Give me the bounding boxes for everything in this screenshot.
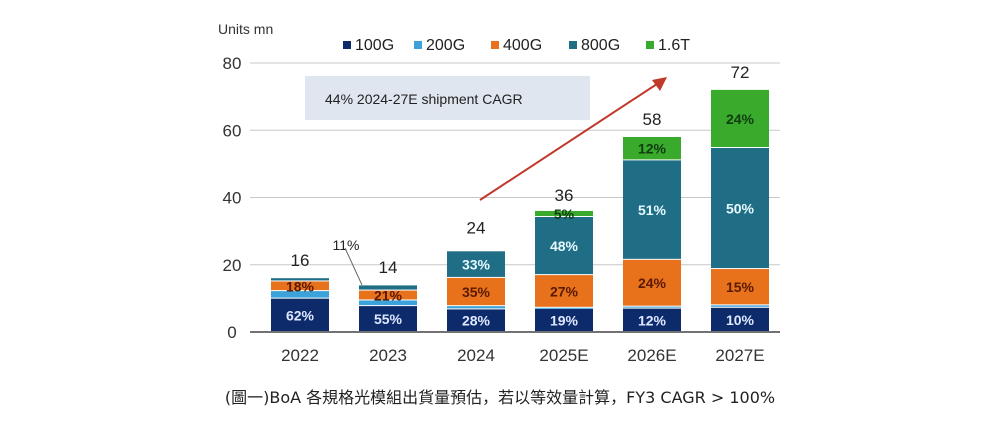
y-tick-label: 60 xyxy=(223,121,242,140)
bar-segment-400G xyxy=(535,275,593,307)
arrow-head-icon xyxy=(652,77,667,91)
segment-label: 62% xyxy=(286,307,315,323)
bar-stack-2024: 28% 35% 33% 24 xyxy=(447,218,505,331)
total-label: 24 xyxy=(467,218,486,237)
x-tick-label: 2024 xyxy=(457,346,495,365)
bar-segment-400G xyxy=(447,277,505,306)
total-label: 16 xyxy=(291,251,310,270)
segment-label: 12% xyxy=(638,312,667,328)
bar-segment-400G xyxy=(271,281,329,291)
x-axis-ticks: 2022 2023 2024 2025E 2026E 2027E xyxy=(281,346,765,365)
x-tick-label: 2027E xyxy=(715,346,764,365)
bar-segment-1.6T xyxy=(623,136,681,160)
bar-stack-2027E: 10% 15% 50% 24% 72 xyxy=(711,63,769,331)
bar-segment-1.6T xyxy=(711,89,769,148)
bar-stack-2026E: 12% 24% 51% 12% 58 xyxy=(623,110,681,331)
bar-segment-100G xyxy=(535,309,593,331)
total-label: 36 xyxy=(555,186,574,205)
x-tick-label: 2022 xyxy=(281,346,319,365)
segment-label: 21% xyxy=(374,288,403,304)
callout-leader-line xyxy=(344,247,363,286)
annotation-box xyxy=(305,76,590,120)
y-tick-label: 80 xyxy=(223,54,242,73)
segment-label: 48% xyxy=(550,238,579,254)
y-axis-label: Units mn xyxy=(218,21,273,37)
bar-segment-800G xyxy=(271,278,329,281)
legend: 100G 200G 400G 800G 1.6T xyxy=(343,37,690,54)
bar-segment-400G xyxy=(359,290,417,300)
y-tick-label: 0 xyxy=(227,323,236,342)
gridlines xyxy=(250,62,780,266)
bar-segment-100G xyxy=(447,309,505,331)
bar-segment-800G xyxy=(535,217,593,275)
annotation-text: 44% 2024-27E shipment CAGR xyxy=(325,91,523,107)
legend-swatch-1.6T xyxy=(646,41,654,49)
bar-segment-200G xyxy=(359,300,417,306)
segment-label: 55% xyxy=(374,311,403,327)
callout-label: 11% xyxy=(333,237,360,253)
y-axis-ticks: 0 20 40 60 80 xyxy=(223,54,242,342)
segment-label: 18% xyxy=(286,278,315,294)
bar-segment-400G xyxy=(711,269,769,305)
legend-label: 100G xyxy=(355,37,394,54)
segment-label: 50% xyxy=(726,201,755,217)
y-tick-label: 20 xyxy=(223,256,242,275)
segment-label: 28% xyxy=(462,313,491,329)
segment-label: 24% xyxy=(726,111,755,127)
bars: 62% 18% 16 55% 21% 14 28% 35% 33% 24 19% 27% 48% 5%36… xyxy=(271,63,769,331)
segment-label: 12% xyxy=(638,141,667,157)
bar-segment-800G xyxy=(359,285,417,290)
bar-stack-2023: 55% 21% 14 xyxy=(359,258,417,331)
segment-label: 19% xyxy=(550,313,579,329)
bar-segment-100G xyxy=(271,298,329,331)
total-label: 14 xyxy=(379,258,398,277)
bar-segment-800G xyxy=(711,148,769,269)
total-label: 58 xyxy=(643,110,662,129)
bar-segment-200G xyxy=(447,306,505,309)
y-tick-label: 40 xyxy=(223,189,242,208)
segment-label: 51% xyxy=(638,202,667,218)
bar-segment-400G xyxy=(623,259,681,306)
bar-segment-100G xyxy=(623,308,681,331)
cagr-annotation-box: 44% 2024-27E shipment CAGR xyxy=(305,76,590,120)
segment-label: 27% xyxy=(550,283,579,299)
legend-swatch-800G xyxy=(569,41,577,49)
legend-swatch-100G xyxy=(343,41,351,49)
legend-label: 200G xyxy=(426,37,465,54)
bar-stack-2022: 62% 18% 16 xyxy=(271,251,329,331)
x-tick-label: 2026E xyxy=(627,346,676,365)
arrow-line xyxy=(479,81,661,201)
bar-segment-200G xyxy=(535,307,593,309)
bar-segment-800G xyxy=(623,160,681,259)
total-label: 72 xyxy=(731,63,750,82)
legend-label: 800G xyxy=(581,37,620,54)
x-tick-label: 2025E xyxy=(539,346,588,365)
legend-label: 1.6T xyxy=(658,37,690,54)
bar-segment-200G xyxy=(623,306,681,308)
legend-swatch-200G xyxy=(414,41,422,49)
legend-swatch-400G xyxy=(491,41,499,49)
bar-stack-2025E: 19% 27% 48% 5%36 xyxy=(535,186,593,331)
figure-caption: (圖一)BoA 各規格光模組出貨量預估，若以等效量計算，FY3 CAGR > 1… xyxy=(224,388,776,407)
segment-label: 24% xyxy=(638,275,667,291)
bar-segment-100G xyxy=(359,306,417,331)
bar-segment-200G xyxy=(711,305,769,307)
bar-segment-100G xyxy=(711,307,769,331)
segment-label: 5% xyxy=(554,206,575,222)
legend-label: 400G xyxy=(503,37,542,54)
segment-label: 35% xyxy=(462,284,491,300)
segment-label: 33% xyxy=(462,257,491,273)
growth-arrow xyxy=(479,77,667,201)
x-tick-label: 2023 xyxy=(369,346,407,365)
bar-segment-200G xyxy=(271,291,329,298)
segment-label: 15% xyxy=(726,279,755,295)
bar-segment-800G xyxy=(447,251,505,277)
bar-segment-1.6T xyxy=(535,210,593,217)
segment-label: 10% xyxy=(726,312,755,328)
